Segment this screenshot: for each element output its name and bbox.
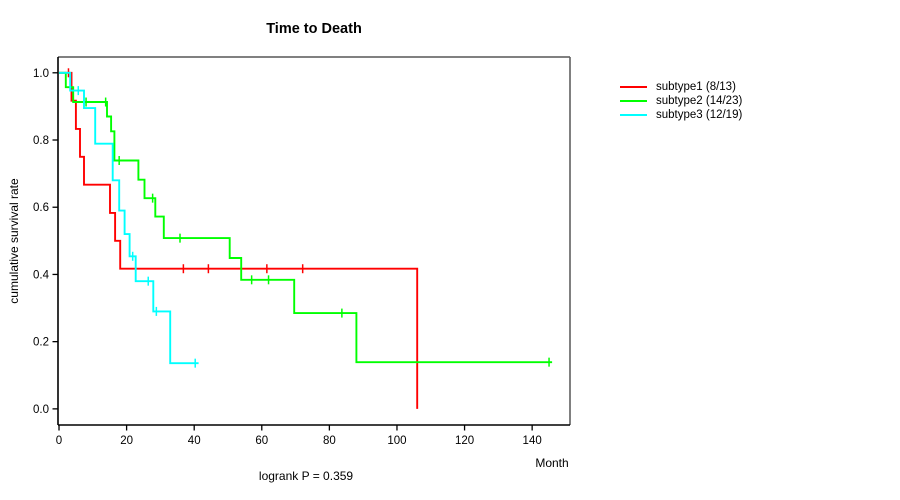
legend-item-2: subtype2 (14/23) [620,94,742,108]
logrank-pvalue-annotation: logrank P = 0.359 [258,469,354,483]
chart-title: Time to Death [266,21,362,37]
y-tick-label: 0.2 [33,337,49,349]
x-tick-label: 60 [255,435,268,447]
x-tick-label: 120 [455,435,474,447]
x-tick-label: 140 [523,435,542,447]
legend-item-3: subtype3 (12/19) [620,108,742,122]
x-axis-title: Month [535,456,569,470]
y-tick-label: 1.0 [33,68,49,80]
y-tick-label: 0.0 [33,404,49,416]
survival-curve-subtype2 [59,71,553,364]
legend-line-swatch [620,113,647,117]
legend-label: subtype2 (14/23) [656,95,743,107]
legend-label: subtype3 (12/19) [656,109,743,121]
x-tick-label: 0 [56,435,62,447]
legend: subtype1 (8/13) subtype2 (14/23) subtype3 … [620,80,742,122]
legend-line-swatch [620,99,647,103]
y-axis-title: cumulative survival rate [7,178,21,304]
survival-curve-subtype3 [59,71,199,365]
legend-label: subtype1 (8/13) [656,81,736,93]
y-tick-label: 0.6 [33,202,49,214]
legend-line-swatch [620,85,647,89]
legend-item-1: subtype1 (8/13) [620,80,742,94]
x-tick-label: 20 [120,435,133,447]
x-tick-label: 100 [387,435,406,447]
x-tick-label: 40 [188,435,201,447]
x-tick-label: 80 [323,435,336,447]
y-tick-label: 0.8 [33,135,49,147]
y-tick-label: 0.4 [33,269,50,281]
survival-curve-subtype1 [59,71,419,409]
